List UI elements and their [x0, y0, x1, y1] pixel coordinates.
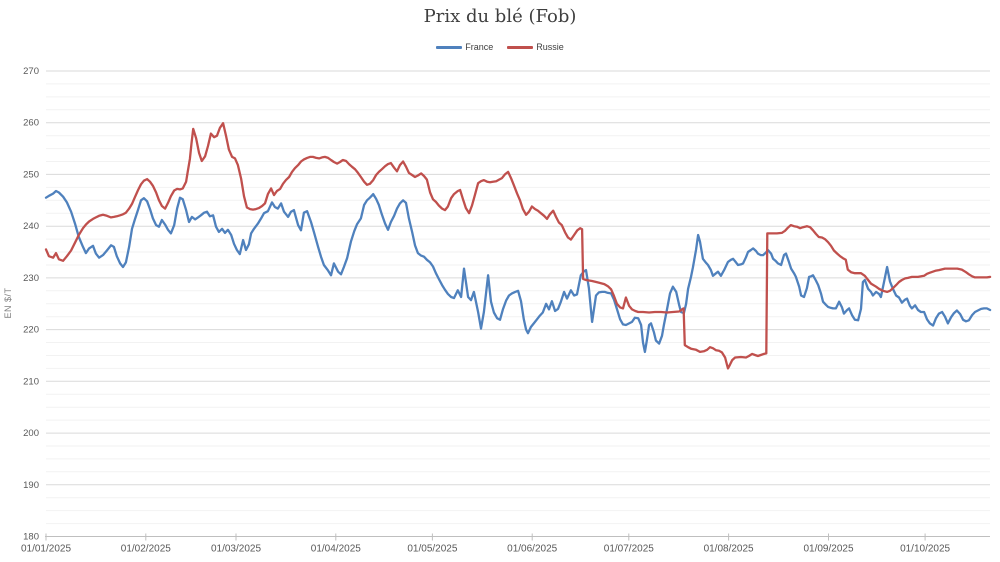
russie-line-swatch-icon: [507, 45, 534, 49]
france-line-swatch-icon: [436, 45, 463, 49]
series-line-russie[interactable]: [44, 122, 992, 370]
y-tick-label: 220: [23, 325, 39, 336]
y-tick-label: 240: [23, 221, 39, 232]
legend-label-russie: Russie: [536, 42, 564, 52]
y-tick-label: 200: [23, 428, 39, 439]
legend-item-russie[interactable]: Russie: [507, 42, 564, 52]
legend-item-france[interactable]: France: [436, 42, 493, 52]
legend: France Russie: [0, 42, 1000, 52]
x-tick-label: 01/08/2025: [704, 544, 754, 555]
x-axis: 01/01/2025 01/02/2025 01/03/2025 01/04/2025…: [21, 533, 990, 555]
x-tick-label: 01/02/2025: [121, 544, 171, 555]
y-tick-label: 260: [23, 118, 39, 129]
x-tick-label: 01/06/2025: [507, 544, 557, 555]
x-tick-label: 01/07/2025: [604, 544, 654, 555]
y-tick-label: 190: [23, 480, 39, 491]
y-tick-label: 250: [23, 169, 39, 180]
x-tick-label: 01/09/2025: [803, 544, 853, 555]
x-tick-label: 01/05/2025: [407, 544, 457, 555]
y-tick-label: 270: [23, 66, 39, 77]
x-tick-label: 01/03/2025: [211, 544, 261, 555]
chart-title: Prix du blé (Fob): [423, 6, 577, 27]
x-tick-label: 01/01/2025: [21, 544, 71, 555]
x-tick-label: 01/10/2025: [900, 544, 950, 555]
y-tick-label: 180: [23, 532, 39, 543]
legend-label-france: France: [465, 42, 494, 52]
gridlines: [46, 70, 990, 537]
y-tick-label: 210: [23, 376, 39, 387]
series-line-france[interactable]: [44, 189, 992, 354]
x-tick-label: 01/04/2025: [311, 544, 361, 555]
y-axis: 180 190 200 210 220 230 240 250 260 270: [23, 66, 39, 543]
y-tick-label: 230: [23, 273, 39, 284]
